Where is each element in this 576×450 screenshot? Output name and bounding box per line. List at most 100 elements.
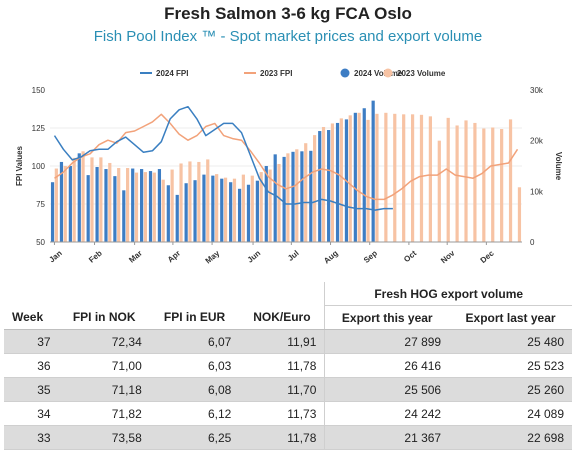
table-cell: 25 523 [449,353,572,378]
bar-2024-volume [59,161,64,242]
bar-2023-volume [313,135,317,242]
table-cell: 37 [4,329,59,354]
bar-2024-volume [229,182,233,242]
legend-label: 2023 Volume [397,69,446,78]
table-cell: 11,78 [239,353,325,378]
bar-2023-volume [304,143,308,242]
bar-2023-volume [223,177,228,242]
bar-2023-volume [250,175,254,242]
bar-2024-volume [237,188,242,242]
line-2023-fpi [54,113,519,201]
y-right-tick-label: 0 [530,238,535,247]
x-tick-label: Apr [166,249,182,265]
bar-2023-volume [63,166,67,242]
table-cell: 21 367 [324,425,450,450]
bar-2024-volume [157,169,162,242]
x-tick-label: Oct [402,248,418,264]
table-row: 33 73,58 6,25 11,78 21 367 22 698 [4,425,572,450]
legend-label: 2023 FPI [260,69,292,78]
table-cell: 36 [4,353,59,378]
bar-2023-volume [90,157,94,242]
bar-2024-volume [264,166,268,242]
bar-2024-volume [77,153,81,242]
bar-2023-volume [473,122,477,242]
bar-2023-volume [464,120,468,242]
bar-2024-volume [131,168,135,242]
bar-2023-volume [197,161,201,242]
table-cell: 6,08 [149,377,240,402]
bar-2023-volume [99,157,103,242]
bar-2023-volume [259,172,263,242]
y-right-tick-label: 20k [530,137,544,146]
bar-2024-volume [166,185,170,242]
bar-2024-volume [335,122,340,242]
bar-2024-volume [246,184,251,242]
table-cell: 6,03 [149,353,240,378]
bar-2023-volume [295,149,299,242]
bar-2023-volume [232,178,237,242]
fpi-chart: 50 75 100 125 150 0 10k 20k 30k FPI Values Volume J… [15,68,563,266]
table-row: 37 72,34 6,07 11,91 27 899 25 480 [4,329,572,354]
chart-title: Fresh Salmon 3-6 kg FCA Oslo [164,4,412,23]
bar-2023-volume [179,163,183,242]
y-left-tick-label: 125 [32,124,46,133]
bar-2023-volume [491,127,495,242]
chart-subtitle: Fish Pool Index ™ - Spot market prices a… [93,28,483,45]
bar-2024-volume [95,167,99,242]
y-left-tick-label: 150 [32,86,46,95]
y-left-tick-label: 100 [32,162,46,171]
bar-2023-volume [206,159,210,242]
legend-swatch-2023-volume [383,68,393,78]
table-row: 34 71,82 6,12 11,73 24 242 24 089 [4,401,572,426]
column-header: Export this year [324,305,450,330]
bar-2023-volume [161,179,165,242]
bar-2023-volume [241,174,245,242]
table-cell: 11,73 [239,401,325,426]
table-cell: 11,70 [239,377,325,402]
bar-2024-volume [300,151,304,242]
bar-2023-volume [419,114,424,242]
table-cell: 6,07 [149,329,240,354]
table-cell: 34 [4,401,59,426]
export-table: Fresh HOG export volume Week FPI in NOK FP… [4,282,572,450]
bar-2024-volume [362,108,366,242]
table-cell: 71,18 [58,377,150,402]
bar-2023-volume [366,119,370,242]
bar-2024-volume [148,171,153,242]
column-header: FPI in EUR [149,305,240,330]
table-cell: 71,00 [58,353,150,378]
bar-2024-volume [327,130,331,242]
bar-2023-volume [188,161,192,242]
column-header: Week [4,305,59,330]
x-tick-label: Jul [286,249,301,263]
bar-2023-volume [215,174,219,242]
x-tick-label: Jun [246,249,263,265]
bar-2024-volume [68,166,72,242]
bar-2024-volume [113,176,117,242]
column-header: NOK/Euro [239,305,325,330]
table-row: 35 71,18 6,08 11,70 25 506 25 260 [4,377,572,402]
table-cell: 25 480 [449,329,572,354]
bar-2024-volume [220,178,224,242]
y-right-tick-label: 30k [530,86,544,95]
bar-2023-volume [517,187,522,242]
bar-2024-volume [184,183,188,242]
table-cell: 24 242 [324,401,450,426]
table-cell: 71,82 [58,401,150,426]
bar-2024-volume [193,180,197,242]
bar-2024-volume [255,180,259,242]
bar-2024-volume [353,112,357,242]
group-header: Fresh HOG export volume [324,282,572,306]
bar-2023-volume [330,123,335,242]
y-left-tick-label: 50 [36,238,45,247]
bar-2024-volume [122,190,126,242]
bar-2023-volume [277,163,281,242]
bar-2023-volume [72,157,76,242]
bar-2023-volume [455,125,459,242]
legend-label: 2024 Volume [354,69,403,78]
bar-2023-volume [143,172,148,242]
y-left-tick-label: 75 [36,200,45,209]
bar-2023-volume [437,140,441,242]
bar-2024-volume [202,174,206,242]
bar-2024-volume [86,175,90,242]
